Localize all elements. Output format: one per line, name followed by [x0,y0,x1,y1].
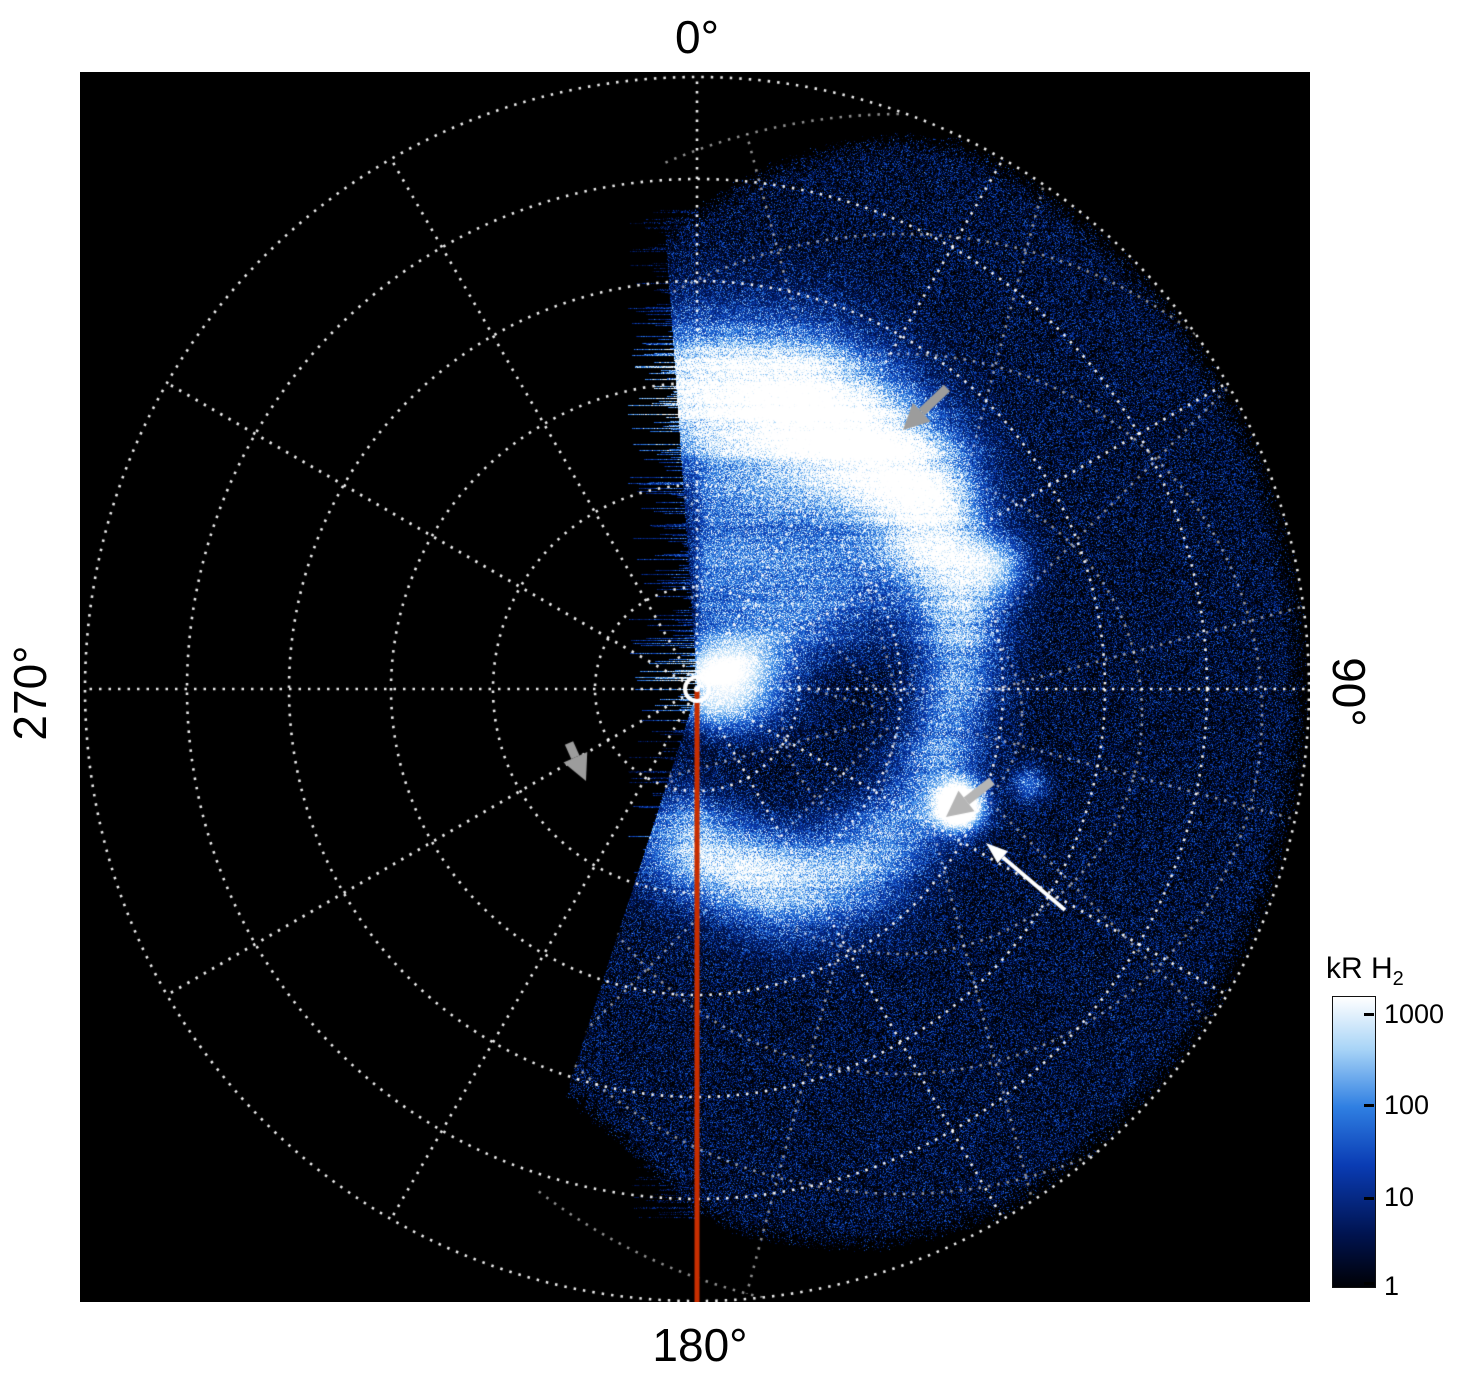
angle-label-90: 90° [1322,657,1376,727]
colorbar-title-sub: 2 [1393,968,1404,990]
angle-label-0: 0° [675,10,719,64]
colorbar-tick-1000: 1000 [1384,999,1444,1029]
figure-root: 0° 90° 180° 270° kR H2 1000 100 10 1 [0,0,1481,1384]
colorbar-tick-10: 10 [1384,1182,1414,1212]
colorbar-tick-1: 1 [1384,1271,1399,1301]
colorbar-gradient [1332,996,1376,1288]
polar-plot-area [80,72,1310,1302]
angle-label-270: 270° [3,645,57,740]
colorbar-tickmark-100 [1364,1104,1374,1107]
polar-plot-canvas [80,72,1310,1302]
colorbar-tickmark-1000 [1364,1013,1374,1016]
colorbar-title-text: kR H [1326,952,1393,985]
colorbar-tickmark-1 [1364,1282,1374,1285]
angle-label-180: 180° [652,1318,747,1372]
colorbar-title: kR H2 [1326,952,1404,991]
colorbar-tickmark-10 [1364,1197,1374,1200]
colorbar-tick-100: 100 [1384,1090,1429,1120]
colorbar: kR H2 1000 100 10 1 [1318,952,1478,1372]
